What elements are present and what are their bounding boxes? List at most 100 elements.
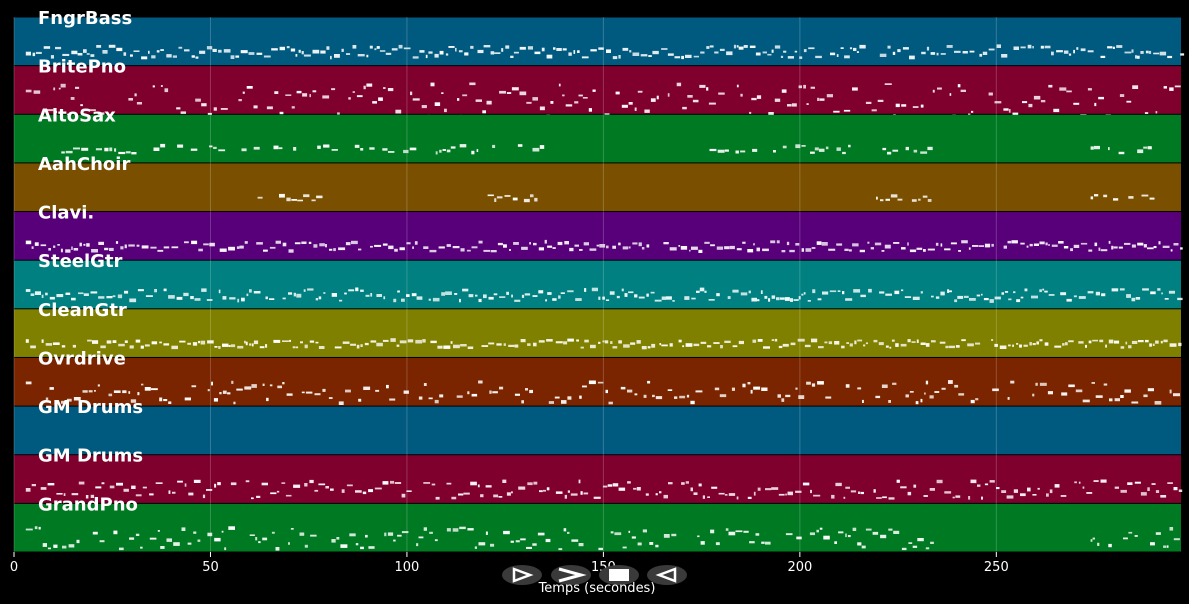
note-mark xyxy=(222,343,229,347)
note-mark xyxy=(901,289,904,292)
note-mark xyxy=(331,293,337,297)
note-mark xyxy=(715,542,720,546)
rewind-button[interactable] xyxy=(647,565,687,585)
note-mark xyxy=(228,526,235,530)
note-mark xyxy=(56,294,64,298)
track-label: Ovrdrive xyxy=(38,348,126,369)
note-mark xyxy=(863,344,866,347)
note-mark xyxy=(1100,55,1106,58)
note-mark xyxy=(996,44,1001,48)
note-mark xyxy=(740,93,743,97)
note-mark xyxy=(82,390,88,393)
note-mark xyxy=(1013,489,1018,493)
note-mark xyxy=(439,149,442,153)
note-mark xyxy=(817,381,824,385)
note-mark xyxy=(346,53,351,55)
note-mark xyxy=(1051,244,1058,247)
note-mark xyxy=(521,246,528,250)
note-mark xyxy=(70,97,75,100)
note-mark xyxy=(45,397,49,401)
note-mark xyxy=(1029,342,1032,346)
note-mark xyxy=(783,50,787,53)
note-mark xyxy=(765,541,771,545)
note-mark xyxy=(375,389,380,392)
note-mark xyxy=(970,399,975,404)
fast-forward-button[interactable] xyxy=(551,565,591,585)
note-mark xyxy=(460,344,467,347)
note-mark xyxy=(778,345,783,349)
note-mark xyxy=(661,344,668,347)
note-mark xyxy=(553,47,556,50)
note-mark xyxy=(92,340,99,344)
note-mark xyxy=(87,339,92,342)
note-mark xyxy=(525,388,528,391)
note-mark xyxy=(1013,291,1016,294)
note-mark xyxy=(293,292,296,297)
note-mark xyxy=(624,293,628,297)
note-mark xyxy=(920,398,923,403)
control-background[interactable] xyxy=(647,565,687,585)
note-mark xyxy=(299,532,305,536)
note-mark xyxy=(396,344,400,347)
note-mark xyxy=(452,528,459,532)
note-mark xyxy=(428,397,433,400)
note-mark xyxy=(221,530,224,533)
note-mark xyxy=(141,383,144,386)
note-mark xyxy=(249,534,255,536)
play-button[interactable] xyxy=(502,565,542,585)
note-mark xyxy=(790,342,796,346)
note-mark xyxy=(1101,293,1106,297)
note-mark xyxy=(471,246,478,249)
note-mark xyxy=(38,526,41,530)
note-mark xyxy=(648,55,652,57)
note-mark xyxy=(78,292,84,295)
note-mark xyxy=(1026,245,1029,248)
note-mark xyxy=(949,290,952,293)
note-mark xyxy=(184,49,190,52)
note-mark xyxy=(1143,146,1148,149)
note-mark xyxy=(201,288,207,292)
note-mark xyxy=(1063,50,1069,54)
note-mark xyxy=(399,247,405,251)
note-mark xyxy=(445,53,449,56)
note-mark xyxy=(62,545,67,549)
note-mark xyxy=(492,144,496,148)
note-mark xyxy=(1068,53,1072,56)
note-mark xyxy=(911,341,916,343)
note-mark xyxy=(726,51,733,56)
note-mark xyxy=(1020,296,1024,299)
note-mark xyxy=(887,45,891,49)
note-mark xyxy=(923,249,926,252)
note-mark xyxy=(47,547,51,550)
note-mark xyxy=(970,479,977,484)
note-mark xyxy=(193,531,197,534)
note-mark xyxy=(318,483,326,486)
note-mark xyxy=(725,528,729,531)
note-mark xyxy=(136,102,142,105)
note-mark xyxy=(1113,246,1118,249)
note-mark xyxy=(644,109,650,113)
note-mark xyxy=(124,340,128,343)
note-mark xyxy=(401,298,405,302)
note-mark xyxy=(843,496,846,499)
note-mark xyxy=(471,393,478,397)
note-mark xyxy=(1131,49,1134,53)
note-mark xyxy=(412,246,414,249)
note-mark xyxy=(171,345,178,350)
note-mark xyxy=(489,390,492,394)
note-mark xyxy=(256,52,263,55)
note-mark xyxy=(25,289,31,292)
note-mark xyxy=(952,496,955,499)
note-mark xyxy=(555,491,563,494)
note-mark xyxy=(672,300,675,302)
note-mark xyxy=(925,380,929,385)
note-mark xyxy=(1032,343,1036,346)
note-mark xyxy=(389,398,396,401)
note-mark xyxy=(457,98,460,101)
stop-button[interactable] xyxy=(599,565,639,585)
note-mark xyxy=(458,50,463,53)
note-mark xyxy=(1134,535,1138,537)
note-mark xyxy=(880,199,884,202)
control-background[interactable] xyxy=(502,565,542,585)
note-mark xyxy=(56,493,63,495)
